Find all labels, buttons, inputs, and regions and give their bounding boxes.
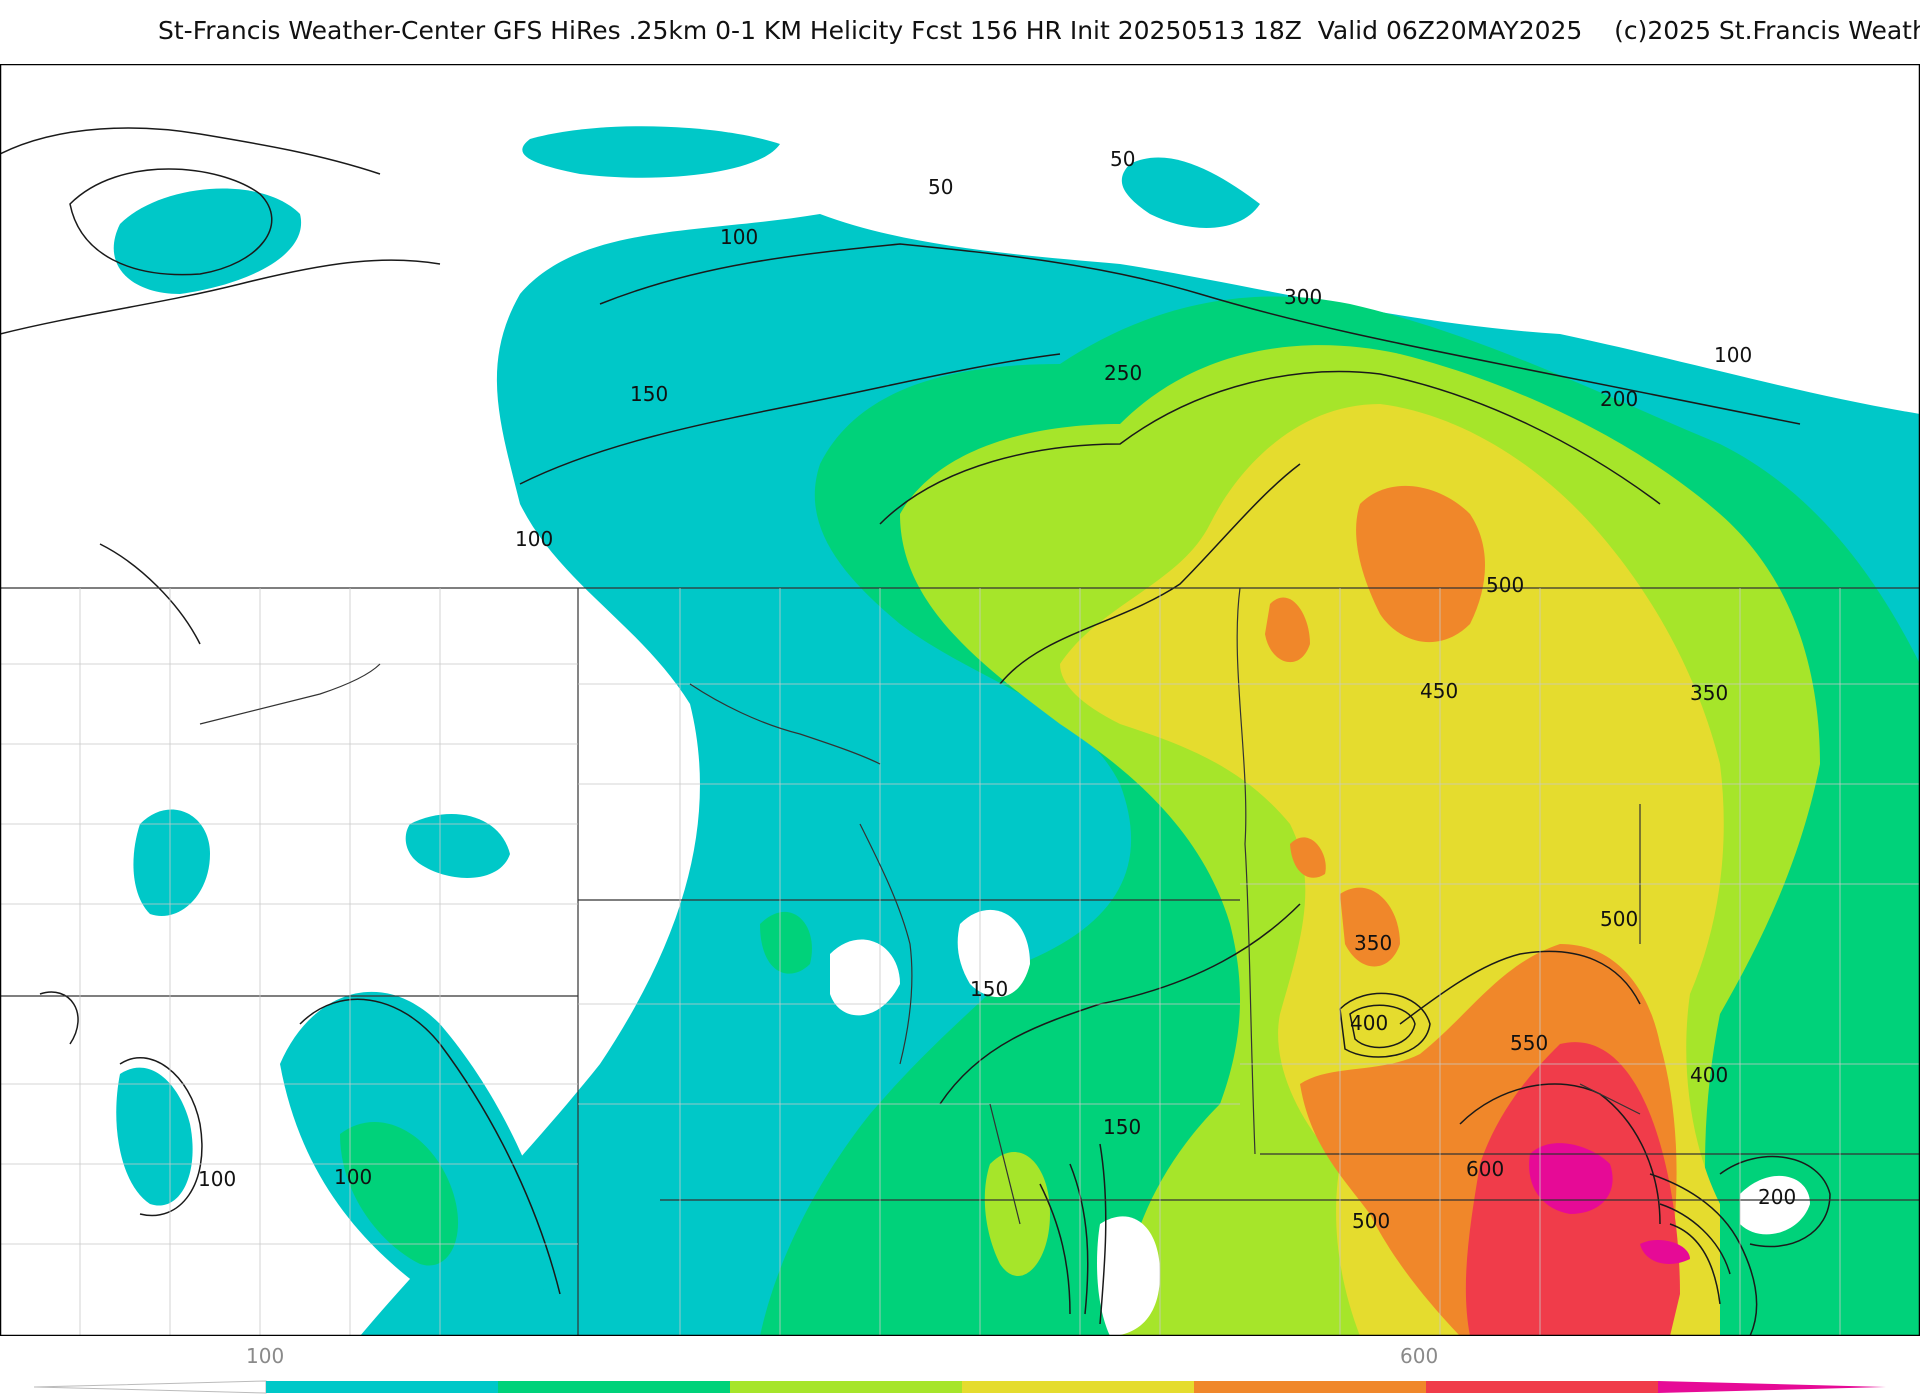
contour-label: 150 (970, 977, 1008, 1001)
contour-label: 50 (928, 175, 953, 199)
contour-label: 100 (1714, 343, 1752, 367)
legend-colorbar (34, 1380, 1886, 1394)
contour-label: 400 (1350, 1011, 1388, 1035)
contour-label: 50 (1110, 147, 1135, 171)
contour-label: 350 (1354, 931, 1392, 955)
contour-label: 150 (1103, 1115, 1141, 1139)
contour-label: 450 (1420, 679, 1458, 703)
contour-label: 500 (1352, 1209, 1390, 1233)
title-bar: St-Francis Weather-Center GFS HiRes .25k… (0, 0, 1920, 62)
contour-label: 100 (720, 225, 758, 249)
contour-label: 400 (1690, 1063, 1728, 1087)
contour-label: 600 (1466, 1157, 1504, 1181)
legend-swatch (962, 1381, 1194, 1393)
contour-label: 350 (1690, 681, 1728, 705)
legend-swatch (730, 1381, 962, 1393)
color-legend: 100 600 (0, 1336, 1920, 1400)
legend-swatch (266, 1381, 498, 1393)
contour-label: 500 (1486, 573, 1524, 597)
map-title: St-Francis Weather-Center GFS HiRes .25k… (158, 16, 1920, 45)
contour-label: 200 (1600, 387, 1638, 411)
contour-label: 200 (1758, 1185, 1796, 1209)
helicity-band-500 (1265, 485, 1677, 1336)
helicity-band-650 (1529, 1143, 1690, 1264)
contour-label: 550 (1510, 1031, 1548, 1055)
low-helicity-holes (830, 909, 1810, 1336)
legend-swatch (1426, 1381, 1658, 1393)
rivers (199, 663, 1641, 1225)
legend-swatch (1194, 1381, 1426, 1393)
contour-label: 300 (1284, 285, 1322, 309)
contour-lines (0, 127, 1831, 1336)
contour-label: 250 (1104, 361, 1142, 385)
legend-swatch (1658, 1381, 1886, 1393)
county-lines (0, 588, 1920, 1336)
contour-label-layer: 50 50 100 300 250 150 100 200 100 500 45… (198, 147, 1796, 1233)
legend-swatch (498, 1381, 730, 1393)
legend-tick-label: 100 (246, 1344, 285, 1368)
state-boundaries (0, 587, 1920, 1336)
helicity-map: 50 50 100 300 250 150 100 200 100 500 45… (0, 64, 1920, 1336)
legend-tick-label: 600 (1400, 1344, 1439, 1368)
contour-label: 500 (1600, 907, 1638, 931)
contour-label: 100 (515, 527, 553, 551)
map-panel: 50 50 100 300 250 150 100 200 100 500 45… (0, 64, 1920, 1336)
contour-label: 100 (334, 1165, 372, 1189)
contour-label: 100 (198, 1167, 236, 1191)
contour-label: 150 (630, 382, 668, 406)
legend-swatch (34, 1380, 267, 1394)
